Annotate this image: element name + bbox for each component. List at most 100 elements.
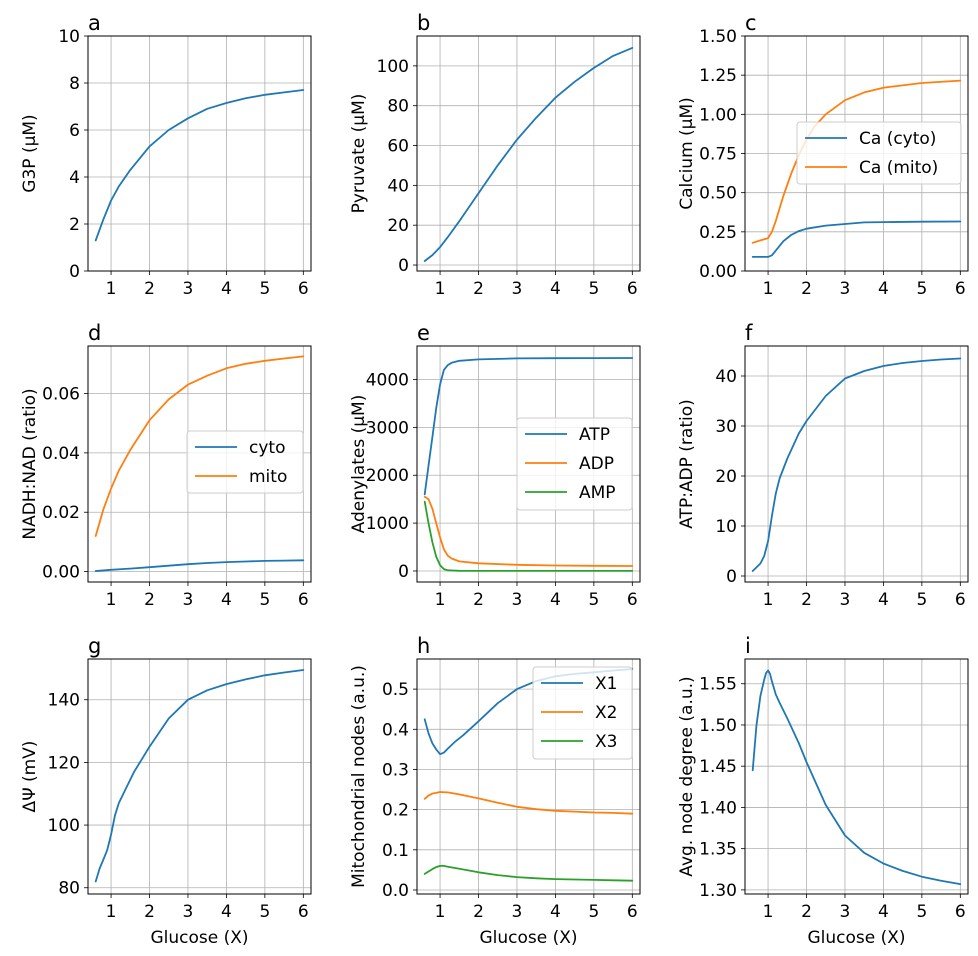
y-tick-label: 3000 — [366, 418, 409, 438]
y-tick-label: 80 — [58, 879, 80, 899]
y-tick-label: 1.25 — [699, 66, 737, 86]
x-tick-label: 6 — [627, 279, 638, 299]
x-tick-label: 3 — [183, 590, 194, 610]
series-line-s1 — [94, 89, 305, 242]
x-tick-label: 6 — [627, 590, 638, 610]
y-tick-label: 1.35 — [699, 840, 737, 860]
legend-entry: Ca (mito) — [859, 158, 938, 178]
y-axis-label: Mitochondrial nodes (a.u.) — [349, 665, 369, 888]
y-tick-label: 80 — [387, 97, 409, 117]
axes-frame — [87, 345, 312, 583]
y-tick-label: 0.04 — [42, 444, 80, 464]
x-tick-label: 3 — [512, 279, 523, 299]
y-tick-label: 40 — [715, 367, 737, 387]
y-tick-label: 10 — [715, 517, 737, 537]
x-tick-label: 1 — [435, 902, 446, 922]
y-tick-label: 0.1 — [382, 841, 409, 861]
x-tick-label: 3 — [183, 279, 194, 299]
y-axis-label: Pyruvate (μM) — [349, 94, 369, 214]
x-tick-label: 1 — [106, 902, 117, 922]
series-line-s1 — [94, 669, 305, 883]
y-tick-label: 20 — [387, 216, 409, 236]
y-tick-label: 0 — [398, 256, 409, 276]
panel-c: 1 2 3 4 5 6 0.00 0.25 0.50 0.75 1.00 1.25 1.50 c Calci… — [677, 11, 969, 299]
x-tick-label: 3 — [512, 590, 523, 610]
x-tick-label: 3 — [840, 590, 851, 610]
y-tick-label: 1.50 — [699, 716, 737, 736]
series-line-ca-cyto — [751, 220, 962, 258]
legend-entry: cyto — [249, 438, 285, 458]
y-tick-label: 100 — [377, 57, 409, 77]
series-line-atp — [423, 357, 634, 496]
panel-label: g — [88, 634, 101, 658]
panel-label: d — [88, 321, 101, 345]
y-tick-label: 0.02 — [42, 503, 80, 523]
y-tick-label: 0.0 — [382, 881, 409, 901]
x-tick-label: 2 — [473, 590, 484, 610]
x-tick-label: 3 — [840, 279, 851, 299]
y-tick-label: 1000 — [366, 514, 409, 534]
y-tick-label: 0.5 — [382, 680, 409, 700]
legend-entry: X1 — [595, 674, 617, 694]
y-tick-label: 2 — [69, 215, 80, 235]
y-tick-label: 30 — [715, 417, 737, 437]
legend-entry: mito — [249, 467, 287, 487]
axes-frame — [744, 345, 969, 583]
x-tick-label: 2 — [801, 590, 812, 610]
y-axis-label: Adenylates (μM) — [349, 395, 369, 534]
legend-entry: AMP — [579, 483, 616, 503]
y-tick-label: 10 — [58, 27, 80, 47]
panel-label: h — [417, 634, 430, 658]
x-tick-label: 2 — [144, 279, 155, 299]
y-tick-label: 140 — [48, 691, 80, 711]
y-tick-label: 1.55 — [699, 675, 737, 695]
legend-box — [532, 666, 633, 760]
x-tick-label: 4 — [878, 902, 889, 922]
y-axis-label: ΔΨ (mV) — [20, 741, 40, 813]
series-line-s1 — [751, 669, 962, 885]
x-tick-label: 6 — [298, 279, 309, 299]
panel-h: 1 2 3 4 5 6 0.0 0.1 0.2 0.3 0.4 0.5 h Mitochondrial n… — [349, 634, 641, 948]
axes-frame — [416, 35, 641, 272]
y-tick-label: 8 — [69, 74, 80, 94]
y-tick-label: 0 — [69, 262, 80, 282]
y-tick-label: 0.50 — [699, 184, 737, 204]
y-tick-label: 0.75 — [699, 145, 737, 165]
axes-frame — [416, 345, 641, 583]
x-tick-label: 5 — [916, 902, 927, 922]
x-tick-label: 5 — [588, 279, 599, 299]
y-tick-label: 0.00 — [42, 563, 80, 583]
y-tick-label: 0.4 — [382, 720, 409, 740]
axes-frame — [744, 658, 969, 895]
y-tick-label: 0.2 — [382, 801, 409, 821]
y-tick-label: 0 — [398, 562, 409, 582]
series-line-x2 — [423, 791, 634, 815]
legend: X1 X2 X3 — [532, 666, 633, 760]
series-line-x3 — [423, 865, 634, 882]
x-tick-label: 6 — [955, 590, 966, 610]
x-tick-label: 2 — [144, 902, 155, 922]
legend-entry: X3 — [595, 732, 617, 752]
legend: ATP ADP AMP — [516, 417, 633, 511]
x-tick-label: 4 — [878, 279, 889, 299]
x-tick-label: 2 — [801, 902, 812, 922]
y-tick-label: 100 — [48, 816, 80, 836]
y-tick-label: 40 — [387, 176, 409, 196]
panel-i: 1 2 3 4 5 6 1.30 1.35 1.40 1.45 1.50 1.55 i Avg. node… — [677, 634, 969, 948]
panel-label: b — [417, 11, 430, 35]
x-tick-label: 4 — [878, 590, 889, 610]
x-tick-label: 1 — [106, 279, 117, 299]
x-axis-label: Glucose (X) — [479, 928, 577, 948]
legend-entry: X2 — [595, 703, 617, 723]
x-tick-label: 2 — [801, 279, 812, 299]
x-tick-label: 3 — [840, 902, 851, 922]
x-tick-label: 2 — [144, 590, 155, 610]
x-tick-label: 6 — [298, 590, 309, 610]
x-axis-label: Glucose (X) — [150, 928, 248, 948]
y-tick-label: 1.30 — [699, 881, 737, 901]
series-line-amp — [423, 500, 634, 572]
y-axis-label: ATP:ADP (ratio) — [677, 399, 697, 529]
x-tick-label: 1 — [763, 279, 774, 299]
axes-frame — [416, 658, 641, 895]
